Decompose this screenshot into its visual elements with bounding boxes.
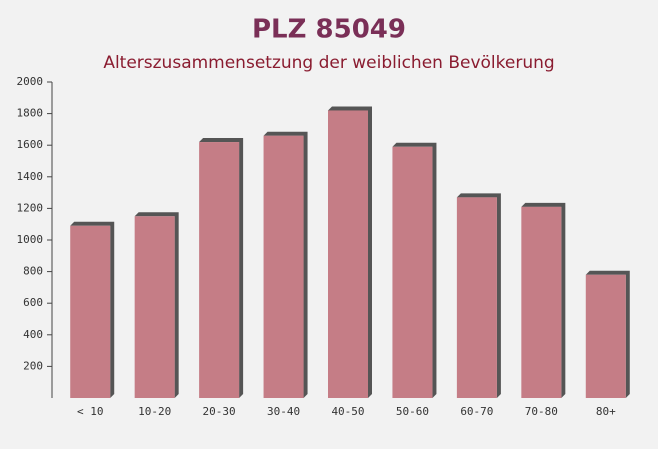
bar [585, 274, 626, 398]
bar [456, 197, 497, 398]
chart-subtitle: Alterszusammensetzung der weiblichen Bev… [103, 53, 554, 73]
x-tick-label: 30-40 [267, 405, 300, 418]
x-tick-label: < 10 [77, 405, 104, 418]
y-tick-label: 1400 [17, 170, 44, 183]
y-tick-label: 400 [23, 328, 43, 341]
bar [263, 135, 304, 398]
chart-title: PLZ 85049 [252, 15, 406, 45]
y-tick-label: 2000 [17, 75, 44, 88]
y-tick-label: 1600 [17, 138, 44, 151]
bar [70, 225, 111, 398]
x-tick-label: 50-60 [396, 405, 429, 418]
x-tick-label: 80+ [596, 405, 616, 418]
bar [521, 206, 562, 398]
y-tick-label: 1000 [17, 233, 44, 246]
y-tick-label: 600 [23, 296, 43, 309]
x-tick-label: 40-50 [331, 405, 364, 418]
x-tick-label: 70-80 [525, 405, 558, 418]
y-tick-label: 800 [23, 265, 43, 278]
y-tick-label: 200 [23, 359, 43, 372]
bar [328, 110, 368, 398]
bar [392, 146, 433, 398]
y-tick-label: 1200 [17, 201, 44, 214]
x-tick-label: 20-30 [203, 405, 236, 418]
bar [134, 216, 175, 398]
x-tick-label: 60-70 [460, 405, 493, 418]
y-tick-label: 1800 [17, 107, 44, 120]
bar [199, 142, 240, 398]
x-tick-label: 10-20 [138, 405, 171, 418]
